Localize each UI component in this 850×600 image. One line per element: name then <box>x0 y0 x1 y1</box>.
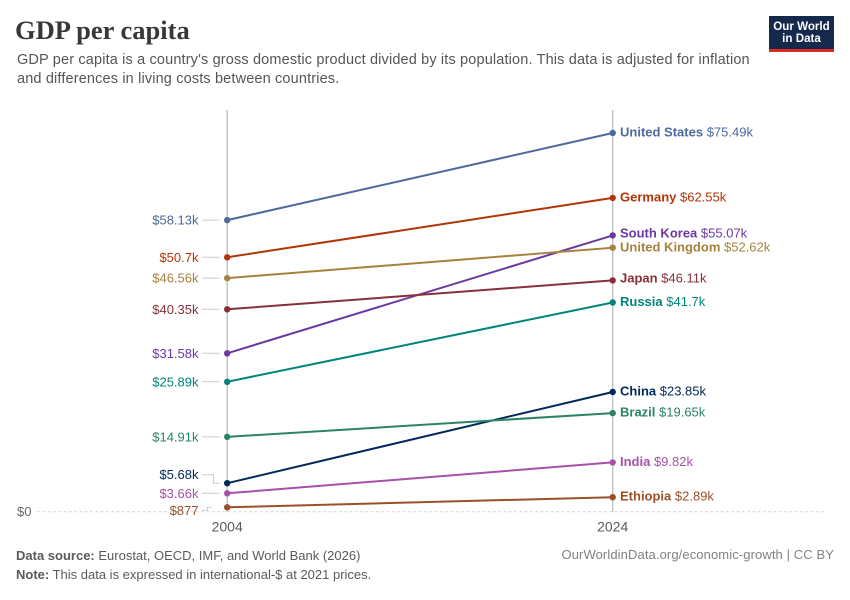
svg-text:United States $75.49k: United States $75.49k <box>620 125 753 140</box>
svg-text:$14.91k: $14.91k <box>152 429 199 444</box>
svg-text:$40.35k: $40.35k <box>152 302 199 317</box>
svg-text:Russia $41.7k: Russia $41.7k <box>620 294 706 309</box>
svg-text:$31.58k: $31.58k <box>152 346 199 361</box>
svg-text:Ethiopia $2.89k: Ethiopia $2.89k <box>620 489 714 504</box>
svg-text:China $23.85k: China $23.85k <box>620 384 706 399</box>
svg-text:United Kingdom $52.62k: United Kingdom $52.62k <box>620 240 771 255</box>
svg-text:$0: $0 <box>17 504 31 519</box>
svg-text:Germany $62.55k: Germany $62.55k <box>620 189 727 204</box>
svg-text:2024: 2024 <box>597 519 628 535</box>
svg-text:2004: 2004 <box>212 519 243 535</box>
svg-text:Brazil $19.65k: Brazil $19.65k <box>620 405 706 420</box>
svg-text:South Korea $55.07k: South Korea $55.07k <box>620 225 748 240</box>
svg-text:$58.13k: $58.13k <box>152 213 199 228</box>
svg-text:India $9.82k: India $9.82k <box>620 454 693 469</box>
svg-text:$877: $877 <box>170 503 199 518</box>
svg-text:$46.56k: $46.56k <box>152 271 199 286</box>
svg-text:$3.66k: $3.66k <box>159 486 199 501</box>
svg-text:$25.89k: $25.89k <box>152 374 199 389</box>
svg-text:$50.7k: $50.7k <box>159 250 199 265</box>
svg-text:Japan $46.11k: Japan $46.11k <box>620 270 707 285</box>
svg-text:$5.68k: $5.68k <box>159 467 199 482</box>
